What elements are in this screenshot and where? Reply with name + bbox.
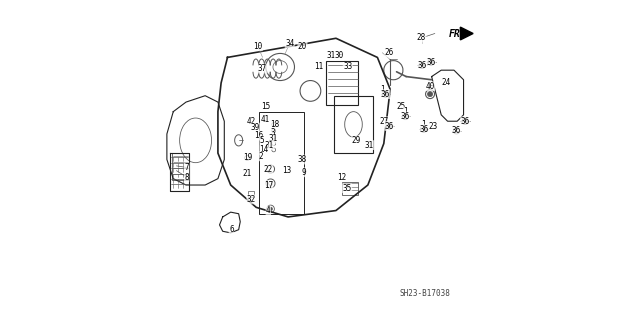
Text: 16: 16 bbox=[255, 131, 264, 140]
Text: 7: 7 bbox=[184, 163, 189, 172]
Text: 29: 29 bbox=[352, 136, 361, 145]
Text: 5: 5 bbox=[260, 136, 264, 145]
Text: 36: 36 bbox=[419, 125, 428, 134]
Text: 12: 12 bbox=[337, 173, 346, 182]
Text: 28: 28 bbox=[417, 33, 426, 42]
Text: 37: 37 bbox=[258, 64, 268, 73]
Text: 30: 30 bbox=[335, 51, 344, 60]
Text: 31: 31 bbox=[365, 141, 374, 150]
Text: 2: 2 bbox=[258, 152, 262, 161]
Text: 1: 1 bbox=[403, 107, 408, 116]
Text: 36: 36 bbox=[426, 58, 436, 67]
Text: 31: 31 bbox=[326, 51, 336, 60]
Circle shape bbox=[269, 207, 273, 211]
Text: 26: 26 bbox=[385, 48, 394, 57]
Text: 33: 33 bbox=[343, 63, 353, 71]
Text: 34: 34 bbox=[285, 39, 294, 48]
Text: 36: 36 bbox=[452, 126, 461, 135]
Text: 10: 10 bbox=[253, 42, 262, 51]
Text: FR.: FR. bbox=[449, 29, 467, 40]
Bar bbox=[172, 153, 189, 180]
Text: 4: 4 bbox=[266, 206, 271, 215]
Text: 24: 24 bbox=[442, 78, 451, 87]
Text: 36: 36 bbox=[381, 90, 390, 99]
Text: 38: 38 bbox=[298, 155, 307, 164]
Text: 36: 36 bbox=[385, 122, 394, 130]
Bar bbox=[259, 112, 304, 214]
Text: 36: 36 bbox=[401, 112, 410, 121]
Text: SH23-B17038: SH23-B17038 bbox=[400, 289, 451, 298]
Text: 1: 1 bbox=[380, 85, 385, 94]
Bar bbox=[334, 96, 372, 153]
Text: 36: 36 bbox=[461, 117, 470, 126]
Text: 19: 19 bbox=[243, 153, 252, 162]
Text: 23: 23 bbox=[429, 122, 438, 130]
Text: 9: 9 bbox=[301, 168, 306, 177]
Text: 40: 40 bbox=[426, 82, 435, 91]
Text: 14: 14 bbox=[260, 145, 269, 154]
Text: 1: 1 bbox=[421, 120, 426, 129]
Text: 20: 20 bbox=[298, 42, 307, 51]
Text: 17: 17 bbox=[264, 181, 273, 189]
Text: 36: 36 bbox=[417, 61, 427, 70]
Text: 31: 31 bbox=[268, 134, 277, 143]
Text: 39: 39 bbox=[250, 123, 260, 132]
Circle shape bbox=[428, 92, 433, 97]
Text: 27: 27 bbox=[379, 117, 388, 126]
Bar bbox=[326, 61, 358, 105]
Text: 42: 42 bbox=[247, 117, 256, 126]
Text: 15: 15 bbox=[261, 102, 270, 111]
Text: 3: 3 bbox=[271, 128, 275, 137]
Text: 25: 25 bbox=[397, 102, 406, 111]
Text: 21: 21 bbox=[243, 169, 252, 178]
Text: 8: 8 bbox=[184, 173, 189, 182]
Text: 22: 22 bbox=[264, 165, 273, 174]
Text: 6: 6 bbox=[229, 225, 234, 234]
Text: 13: 13 bbox=[282, 166, 291, 175]
Text: 18: 18 bbox=[270, 120, 279, 129]
Bar bbox=[342, 182, 358, 195]
Text: 35: 35 bbox=[342, 184, 352, 193]
Bar bbox=[248, 191, 254, 197]
Text: 11: 11 bbox=[314, 63, 323, 71]
Text: 32: 32 bbox=[247, 195, 256, 204]
Polygon shape bbox=[460, 27, 473, 40]
Text: 41: 41 bbox=[260, 115, 269, 124]
Text: 31: 31 bbox=[265, 141, 274, 150]
